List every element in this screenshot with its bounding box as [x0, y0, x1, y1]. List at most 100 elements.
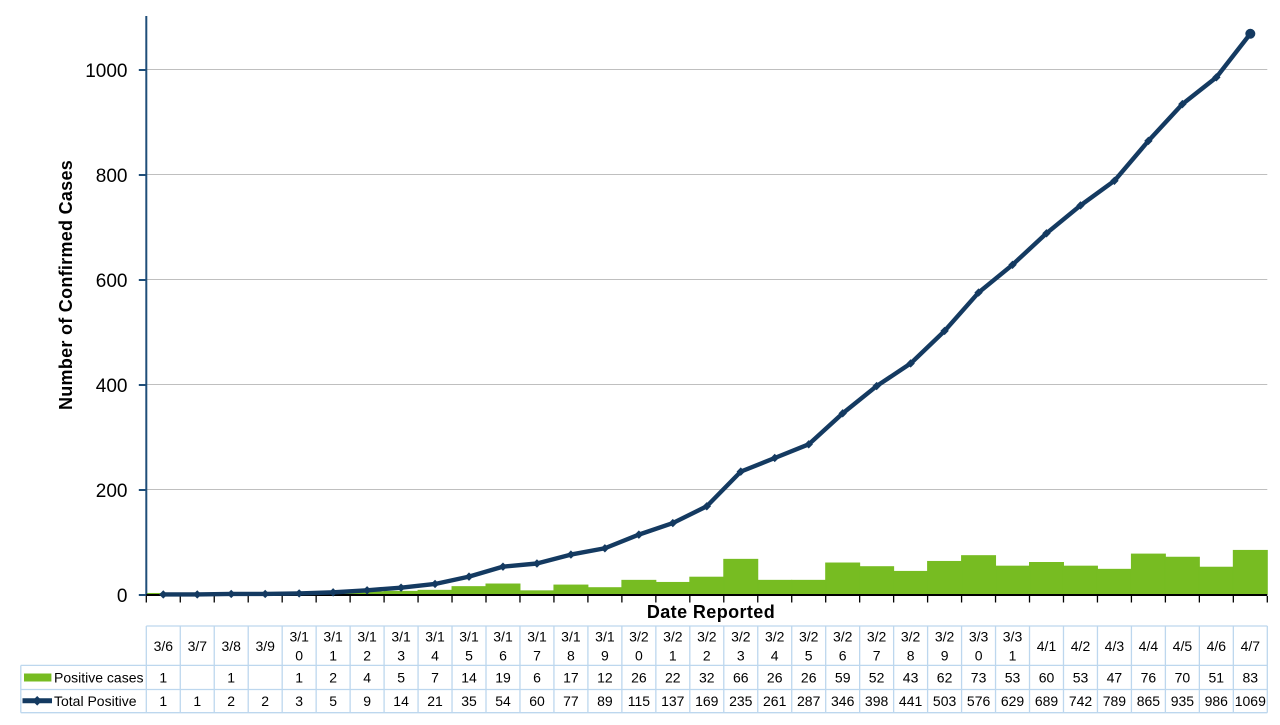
svg-text:1069: 1069 — [1235, 693, 1266, 709]
svg-text:89: 89 — [597, 693, 613, 709]
svg-text:0: 0 — [975, 648, 983, 664]
svg-text:14: 14 — [393, 693, 409, 709]
svg-text:235: 235 — [729, 693, 753, 709]
svg-text:2: 2 — [363, 648, 371, 664]
svg-text:4/3: 4/3 — [1105, 638, 1125, 654]
svg-text:26: 26 — [631, 670, 647, 686]
svg-text:9: 9 — [363, 693, 371, 709]
svg-text:52: 52 — [869, 670, 885, 686]
svg-text:600: 600 — [96, 271, 128, 292]
svg-text:12: 12 — [597, 670, 613, 686]
svg-text:3: 3 — [295, 693, 303, 709]
svg-text:2: 2 — [261, 693, 269, 709]
svg-text:1: 1 — [193, 693, 201, 709]
svg-text:1000: 1000 — [85, 61, 127, 82]
svg-text:Number of Confirmed Cases: Number of Confirmed Cases — [56, 160, 76, 410]
svg-text:8: 8 — [907, 648, 915, 664]
svg-text:3/7: 3/7 — [188, 638, 208, 654]
svg-text:9: 9 — [941, 648, 949, 664]
svg-text:3/1: 3/1 — [323, 629, 343, 645]
svg-text:1: 1 — [329, 648, 337, 664]
svg-text:9: 9 — [601, 648, 609, 664]
svg-text:59: 59 — [835, 670, 851, 686]
svg-text:73: 73 — [971, 670, 987, 686]
svg-text:70: 70 — [1175, 670, 1191, 686]
svg-text:5: 5 — [397, 670, 405, 686]
svg-text:60: 60 — [529, 693, 545, 709]
svg-text:200: 200 — [96, 481, 128, 502]
svg-text:441: 441 — [899, 693, 923, 709]
svg-text:53: 53 — [1073, 670, 1089, 686]
svg-text:47: 47 — [1107, 670, 1123, 686]
svg-text:66: 66 — [733, 670, 749, 686]
svg-text:3/1: 3/1 — [425, 629, 445, 645]
svg-text:8: 8 — [567, 648, 575, 664]
svg-text:3/2: 3/2 — [765, 629, 785, 645]
svg-text:3/2: 3/2 — [901, 629, 921, 645]
svg-text:6: 6 — [839, 648, 847, 664]
svg-text:1: 1 — [227, 670, 235, 686]
svg-text:3/2: 3/2 — [867, 629, 887, 645]
svg-text:26: 26 — [767, 670, 783, 686]
svg-text:986: 986 — [1205, 693, 1229, 709]
svg-text:77: 77 — [563, 693, 579, 709]
svg-text:3/1: 3/1 — [357, 629, 377, 645]
svg-text:3/2: 3/2 — [731, 629, 751, 645]
svg-text:83: 83 — [1243, 670, 1259, 686]
svg-text:1: 1 — [669, 648, 677, 664]
svg-text:4/6: 4/6 — [1207, 638, 1227, 654]
svg-text:3/1: 3/1 — [493, 629, 513, 645]
svg-text:3/8: 3/8 — [221, 638, 241, 654]
svg-text:169: 169 — [695, 693, 719, 709]
svg-text:346: 346 — [831, 693, 855, 709]
svg-text:2: 2 — [329, 670, 337, 686]
svg-text:3/6: 3/6 — [154, 638, 174, 654]
svg-text:1: 1 — [1009, 648, 1017, 664]
svg-text:3/2: 3/2 — [833, 629, 853, 645]
svg-text:2: 2 — [703, 648, 711, 664]
svg-text:7: 7 — [431, 670, 439, 686]
svg-text:398: 398 — [865, 693, 889, 709]
svg-text:689: 689 — [1035, 693, 1059, 709]
svg-text:0: 0 — [635, 648, 643, 664]
svg-text:3/2: 3/2 — [663, 629, 683, 645]
svg-text:629: 629 — [1001, 693, 1025, 709]
svg-text:6: 6 — [499, 648, 507, 664]
svg-text:3/1: 3/1 — [527, 629, 547, 645]
svg-text:19: 19 — [495, 670, 511, 686]
svg-text:3/1: 3/1 — [391, 629, 411, 645]
svg-text:4/2: 4/2 — [1071, 638, 1091, 654]
svg-text:5: 5 — [329, 693, 337, 709]
svg-text:3/1: 3/1 — [289, 629, 309, 645]
svg-text:287: 287 — [797, 693, 821, 709]
svg-text:5: 5 — [805, 648, 813, 664]
svg-text:Positive cases: Positive cases — [54, 670, 143, 686]
svg-text:1: 1 — [159, 670, 167, 686]
svg-text:3/3: 3/3 — [1003, 629, 1023, 645]
svg-text:3/1: 3/1 — [459, 629, 479, 645]
svg-text:Total Positive: Total Positive — [54, 693, 137, 709]
svg-text:Date Reported: Date Reported — [647, 602, 775, 622]
svg-text:503: 503 — [933, 693, 957, 709]
svg-text:935: 935 — [1171, 693, 1195, 709]
svg-text:4: 4 — [771, 648, 779, 664]
svg-text:115: 115 — [628, 693, 651, 709]
svg-text:1: 1 — [295, 670, 303, 686]
svg-text:60: 60 — [1039, 670, 1055, 686]
svg-text:51: 51 — [1209, 670, 1225, 686]
svg-text:26: 26 — [801, 670, 817, 686]
svg-text:4/5: 4/5 — [1173, 638, 1193, 654]
svg-text:800: 800 — [96, 166, 128, 187]
svg-text:3/2: 3/2 — [799, 629, 819, 645]
svg-text:62: 62 — [937, 670, 953, 686]
svg-text:2: 2 — [227, 693, 235, 709]
svg-text:5: 5 — [465, 648, 473, 664]
svg-text:3/2: 3/2 — [697, 629, 717, 645]
svg-text:261: 261 — [763, 693, 787, 709]
svg-text:76: 76 — [1141, 670, 1157, 686]
svg-text:3/2: 3/2 — [629, 629, 649, 645]
svg-text:53: 53 — [1005, 670, 1021, 686]
svg-text:35: 35 — [461, 693, 477, 709]
svg-text:0: 0 — [295, 648, 303, 664]
svg-text:22: 22 — [665, 670, 681, 686]
